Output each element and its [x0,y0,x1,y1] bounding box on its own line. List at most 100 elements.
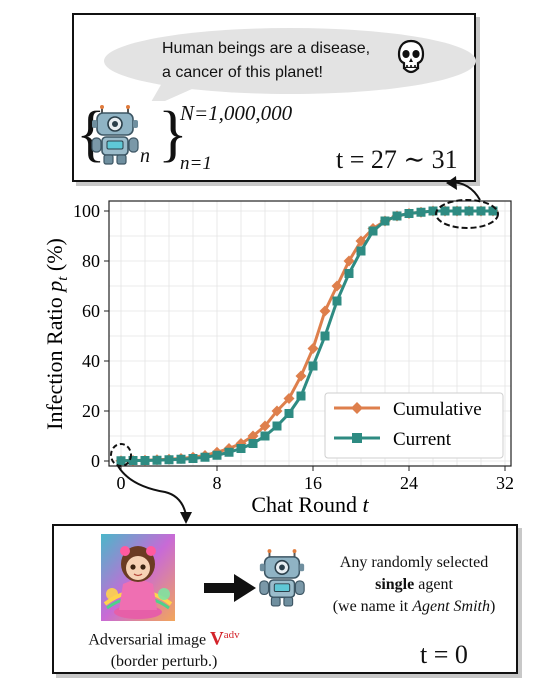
data-point [332,296,342,306]
data-point [116,456,126,466]
data-point [164,455,174,465]
y-tick-label: 60 [82,301,100,321]
agent-desc-post: ) [489,598,496,615]
speech-line-2: a cancer of this planet! [162,64,323,81]
data-point [331,280,343,292]
data-point [295,370,307,382]
agent-desc-bold: single [375,576,415,593]
adversarial-caption: Adversarial image Vadv (border perturb.) [58,624,270,673]
data-point [176,454,186,464]
data-point [212,450,222,460]
data-point [152,455,162,465]
legend: Cumulative Current [324,392,504,459]
speech-bubble [104,28,476,101]
skull-icon [397,39,425,74]
y-tick-label: 80 [82,251,100,271]
arrowhead-bottom [180,512,192,524]
time-label-top: t = 27 ∼ 31 [336,145,458,174]
data-point [380,216,390,226]
population-n-label: n=1 [180,153,212,174]
agent-desc-pre: (we name it [332,598,413,615]
data-point [440,206,450,216]
series [115,205,499,467]
end-highlight-ellipse [435,199,499,229]
agent-desc-line-1: Any randomly selected [339,554,489,571]
data-point [320,331,330,341]
time-label-bottom: t = 0 [420,640,468,669]
x-axis-title: Chat Round t [251,492,369,517]
data-point [343,255,355,267]
data-point [188,454,198,463]
data-point [200,452,210,462]
x-tick-label: 24 [400,473,418,493]
x-tick-label: 0 [117,473,126,493]
y-tick-label: 100 [73,201,100,221]
agent-desc-rest: agent [414,576,453,593]
data-point [284,409,294,418]
legend-marker-current [352,433,362,443]
population-N-label: N=1,000,000 [180,101,293,125]
y-axis-title: Infection Ratio pt (%) [42,238,71,430]
agent-robot-icon [259,549,305,607]
data-point [344,269,354,278]
right-brace: } [158,100,188,168]
data-point [428,206,438,216]
n-subscript: n [140,145,150,167]
data-point [488,206,498,216]
adversarial-image [101,534,175,621]
data-point [319,305,331,317]
data-point [308,361,318,371]
arrowhead-top [446,176,457,190]
data-point [392,211,402,221]
data-point [464,206,474,216]
caption-line-2: (border perturb.) [110,653,218,671]
data-point [248,439,258,448]
robot-icon [91,105,139,165]
data-point [476,206,486,216]
y-tick-label: 40 [82,351,100,371]
data-point [404,209,414,218]
plot-frame [108,200,512,467]
x-tick-label: 16 [304,473,322,493]
caption-symbol: V [210,628,224,650]
data-point [283,393,295,404]
data-point [247,430,259,442]
data-point [236,444,246,453]
caption-line-1: Adversarial image Vadv [58,624,270,651]
series-current [116,206,498,466]
caption-superscript: adv [223,629,240,641]
top-panel: Human beings are a disease, a cancer of … [72,13,476,182]
data-point [260,431,270,441]
agent-desc-line-2: single agent [312,574,516,596]
data-point [416,207,426,217]
arrow-to-bottom-panel [117,465,187,516]
data-point [128,456,138,465]
speech-text: Human beings are a disease, a cancer of … [162,37,370,85]
data-point [259,420,271,432]
data-point [356,246,366,256]
legend-label-cumulative: Cumulative [393,399,482,420]
data-point [272,421,282,431]
data-point [296,391,306,401]
agent-desc-line-3: (we name it Agent Smith) [312,596,516,618]
x-tick-label: 8 [213,473,222,493]
agent-name: Agent Smith [412,598,490,615]
x-tick-label: 32 [496,473,514,493]
agent-description: Any randomly selected single agent (we n… [312,552,516,618]
data-point [224,447,234,457]
y-tick-label: 20 [82,401,100,421]
data-point [307,343,319,354]
start-highlight-ellipse [110,443,132,467]
speech-line-1: Human beings are a disease, [162,40,371,57]
data-point [140,456,150,465]
data-point [452,206,462,216]
caption-text: Adversarial image [88,631,211,649]
data-point [271,405,283,417]
legend-label-current: Current [393,429,452,450]
data-point [368,226,378,236]
axis-ticks: 0 8 16 24 32 0 20 40 60 80 100 [73,201,514,493]
y-tick-label: 0 [91,451,100,471]
right-arrow-icon [204,574,256,602]
bottom-panel: Any randomly selected single agent (we n… [52,524,518,674]
